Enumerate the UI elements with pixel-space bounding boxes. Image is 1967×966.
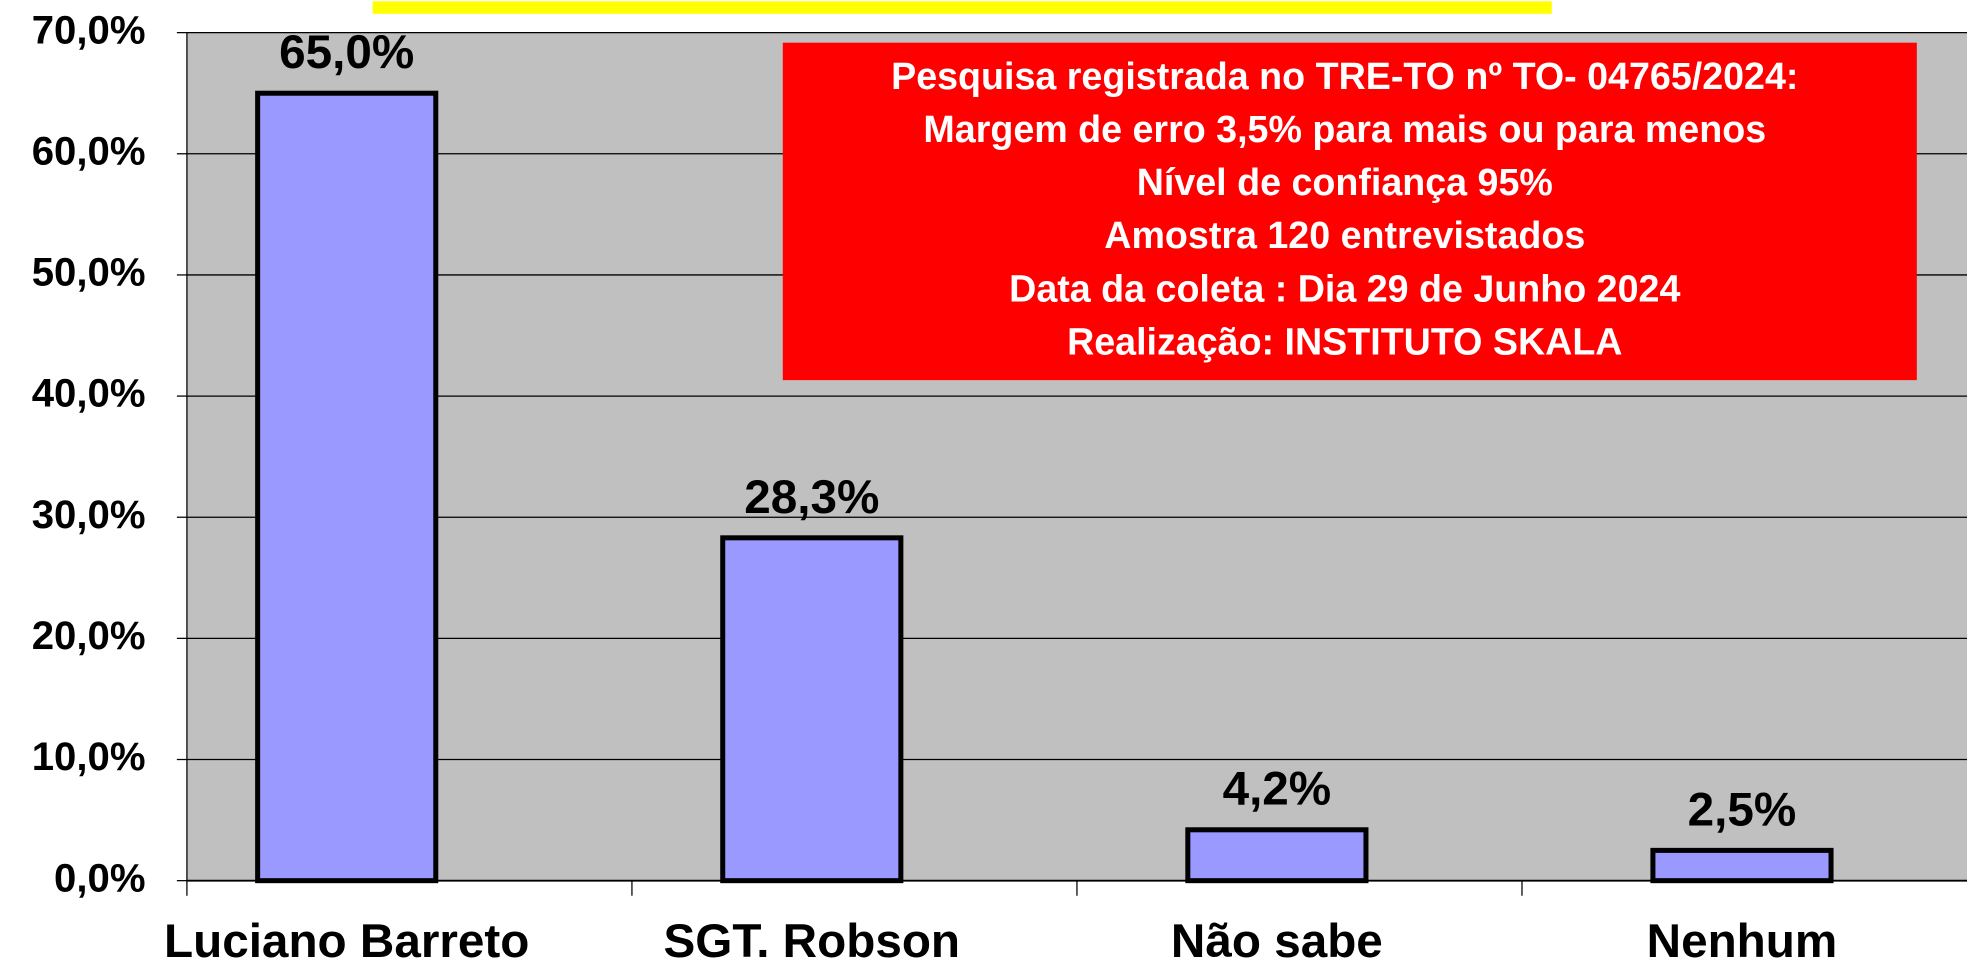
annotation-line: Realização: INSTITUTO SKALA <box>1067 320 1622 362</box>
x-tick-label: Luciano Barreto <box>164 915 529 966</box>
annotation-line: Margem de erro 3,5% para mais ou para me… <box>923 108 1766 150</box>
y-tick-label: 60,0% <box>32 128 146 173</box>
y-tick-label: 50,0% <box>32 250 146 295</box>
y-tick-label: 70,0% <box>32 7 146 52</box>
annotation-line: Nível de confiança 95% <box>1137 161 1553 203</box>
data-label: 28,3% <box>744 471 879 524</box>
x-tick-label: Nenhum <box>1647 915 1838 966</box>
bar <box>720 535 904 884</box>
y-tick-label: 10,0% <box>32 734 146 779</box>
bar <box>1185 827 1369 884</box>
x-tick-label: SGT. Robson <box>664 915 961 966</box>
y-tick-label: 0,0% <box>54 855 145 900</box>
annotation-line: Amostra 120 entrevistados <box>1104 214 1585 256</box>
data-label: 4,2% <box>1223 763 1332 816</box>
bar <box>255 90 439 884</box>
annotation-line: Data da coleta : Dia 29 de Junho 2024 <box>1009 267 1680 309</box>
x-tick-label: Não sabe <box>1171 915 1383 966</box>
y-tick-label: 20,0% <box>32 613 146 658</box>
title-banner <box>372 1 1552 14</box>
annotation-box <box>782 42 1917 381</box>
data-label: 2,5% <box>1688 783 1797 836</box>
bar <box>1650 847 1834 884</box>
y-tick-label: 30,0% <box>32 492 146 537</box>
annotation-line: Pesquisa registrada no TRE-TO nº TO- 047… <box>891 55 1798 97</box>
data-label: 65,0% <box>279 26 414 79</box>
y-tick-label: 40,0% <box>32 371 146 416</box>
